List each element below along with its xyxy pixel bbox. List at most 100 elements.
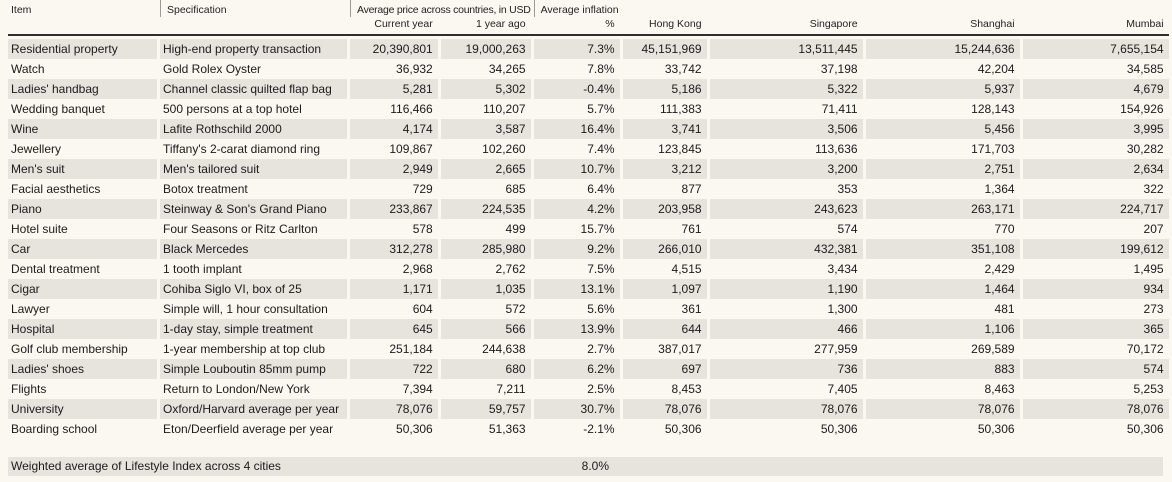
value-cell: 877 <box>681 182 702 196</box>
value-cell: 361 <box>681 302 702 316</box>
value-cell: 50,306 <box>664 422 702 436</box>
specification-cell: 1-day stay, simple treatment <box>160 319 347 339</box>
value-cell: 2,751 <box>865 159 1020 179</box>
specification-cell: 1-year membership at top club <box>163 342 326 356</box>
value-cell: 322 <box>1143 182 1164 196</box>
value-cell: 50,306 <box>1126 422 1164 436</box>
value-cell: 1,495 <box>1133 262 1164 276</box>
value-cell: 5.7% <box>587 102 615 116</box>
value-cell: 34,585 <box>1126 62 1164 76</box>
lifestyle-index-table: Item Specification Average price across … <box>5 0 1172 439</box>
item-cell: Ladies' handbag <box>8 79 157 99</box>
table-row: Residential property High-end property tr… <box>8 39 1169 59</box>
value-cell: 78,076 <box>865 399 1020 419</box>
value-cell: 685 <box>505 182 526 196</box>
specification-cell: Four Seasons or Ritz Carlton <box>163 222 318 236</box>
value-cell: 4.2% <box>533 199 620 219</box>
value-cell: 574 <box>837 222 858 236</box>
value-cell: 770 <box>994 222 1015 236</box>
value-cell: 761 <box>681 222 702 236</box>
specification-cell: Oxford/Harvard average per year <box>160 399 347 419</box>
value-cell: 5,281 <box>350 79 438 99</box>
value-cell: 7.5% <box>587 262 615 276</box>
value-cell: 729 <box>412 182 433 196</box>
specification-cell: Lafite Rothschild 2000 <box>160 119 347 139</box>
value-cell: 2,665 <box>440 159 531 179</box>
value-cell: 273 <box>1143 302 1164 316</box>
table-row: Car Black Mercedes 312,278 285,980 9.2% 266,0… <box>8 239 1169 259</box>
col-header-specification: Specification <box>160 0 347 17</box>
value-cell: 9.2% <box>533 239 620 259</box>
specification-cell: Steinway & Son's Grand Piano <box>160 199 347 219</box>
specification-cell: Gold Rolex Oyster <box>163 62 262 76</box>
value-cell: 5,302 <box>440 79 531 99</box>
value-cell: 30,282 <box>1126 142 1164 156</box>
value-cell: 6.4% <box>587 182 615 196</box>
value-cell: 697 <box>622 359 707 379</box>
item-cell: Hospital <box>8 319 157 339</box>
value-cell: 5,456 <box>865 119 1020 139</box>
specification-cell: Men's tailored suit <box>160 159 347 179</box>
item-cell: University <box>8 399 157 419</box>
value-cell: 3,587 <box>440 119 531 139</box>
value-cell: 13.9% <box>533 319 620 339</box>
value-cell: 269,589 <box>971 342 1015 356</box>
value-cell: 4,679 <box>1022 79 1169 99</box>
table-row: Flights Return to London/New York 7,394 7,2… <box>8 379 1169 399</box>
item-cell: Boarding school <box>11 422 98 436</box>
item-cell: Men's suit <box>8 159 157 179</box>
value-cell: 102,260 <box>482 142 526 156</box>
value-cell: 1,190 <box>709 279 863 299</box>
value-cell: 154,926 <box>1120 102 1164 116</box>
specification-cell: Botox treatment <box>163 182 248 196</box>
value-cell: 37,198 <box>820 62 858 76</box>
value-cell: 1,035 <box>440 279 531 299</box>
value-cell: -2.1% <box>583 422 615 436</box>
value-cell: 207 <box>1143 222 1164 236</box>
value-cell: 3,995 <box>1022 119 1169 139</box>
header-divider <box>8 34 1169 36</box>
value-cell: 111,383 <box>659 102 702 116</box>
value-cell: 4,174 <box>350 119 438 139</box>
value-cell: 71,411 <box>821 102 858 116</box>
value-cell: 203,958 <box>622 199 707 219</box>
value-cell: 10.7% <box>533 159 620 179</box>
item-cell: Flights <box>11 382 47 396</box>
table-body: Residential property High-end property tr… <box>8 39 1169 439</box>
item-cell: Piano <box>8 199 157 219</box>
value-cell: 30.7% <box>533 399 620 419</box>
table-row: Ladies' shoes Simple Louboutin 85mm pump 7… <box>8 359 1169 379</box>
value-cell: 2.7% <box>587 342 615 356</box>
value-cell: 722 <box>350 359 438 379</box>
value-cell: 224,717 <box>1022 199 1169 219</box>
value-cell: 59,757 <box>440 399 531 419</box>
value-cell: 5,937 <box>865 79 1020 99</box>
value-cell: 199,612 <box>1022 239 1169 259</box>
value-cell: 78,076 <box>350 399 438 419</box>
value-cell: 7,655,154 <box>1022 39 1169 59</box>
value-cell: -0.4% <box>533 79 620 99</box>
item-cell: Facial aesthetics <box>11 182 101 196</box>
value-cell: 2,949 <box>350 159 438 179</box>
header-spacer-cell <box>8 17 157 34</box>
summary-value: 8.0% <box>581 459 609 473</box>
item-cell: Cigar <box>8 279 157 299</box>
value-cell: 353 <box>837 182 858 196</box>
value-cell: 7.8% <box>587 62 615 76</box>
specification-cell: High-end property transaction <box>160 39 347 59</box>
value-cell: 36,932 <box>396 62 433 76</box>
item-cell: Dental treatment <box>11 262 100 276</box>
value-cell: 171,703 <box>971 142 1015 156</box>
specification-cell: Cohiba Siglo VI, box of 25 <box>160 279 347 299</box>
col-header-singapore: Singapore <box>809 18 858 30</box>
value-cell: 2,429 <box>984 262 1015 276</box>
col-header-item: Item <box>11 4 32 16</box>
value-cell: 42,204 <box>977 62 1015 76</box>
value-cell: 3,506 <box>709 119 863 139</box>
value-cell: 351,108 <box>865 239 1020 259</box>
value-cell: 3,212 <box>622 159 707 179</box>
value-cell: 78,076 <box>1022 399 1169 419</box>
table-row: Facial aesthetics Botox treatment 729 685 6.… <box>8 179 1169 199</box>
value-cell: 736 <box>709 359 863 379</box>
value-cell: 1,106 <box>865 319 1020 339</box>
